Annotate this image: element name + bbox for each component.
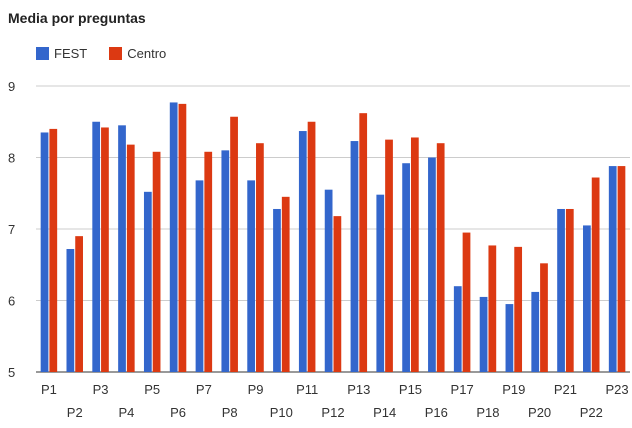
- bar-centro-p3: [101, 127, 109, 372]
- x-tick-label: P23: [606, 382, 629, 397]
- bar-fest-p3: [92, 121, 101, 372]
- bar-fest-p10: [273, 208, 281, 372]
- bar-fest-p21: [557, 208, 565, 372]
- bar-centro-p4: [126, 144, 135, 372]
- x-tick-label: P2: [67, 405, 83, 420]
- bar-centro-p8: [230, 116, 238, 373]
- y-tick-label: 9: [8, 79, 15, 94]
- y-tick-label: 7: [8, 222, 15, 237]
- bar-fest-p22: [583, 225, 591, 372]
- bar-fest-p15: [402, 163, 410, 372]
- bar-fest-p12: [324, 189, 333, 372]
- bar-fest-p20: [531, 291, 540, 372]
- y-tick-label: 6: [8, 294, 15, 309]
- legend: FEST Centro: [36, 46, 188, 61]
- bar-fest-p13: [350, 141, 359, 372]
- bar-centro-p12: [333, 216, 342, 372]
- x-tick-label: P10: [270, 405, 293, 420]
- bar-centro-p19: [514, 246, 523, 372]
- bar-centro-p17: [462, 232, 471, 372]
- bar-centro-p1: [49, 128, 58, 372]
- bar-centro-p15: [410, 137, 419, 372]
- bar-centro-p6: [178, 103, 187, 372]
- x-tick-label: P17: [451, 382, 474, 397]
- bar-fest-p1: [40, 132, 49, 372]
- bar-centro-p5: [152, 151, 161, 372]
- bar-centro-p2: [75, 236, 83, 372]
- x-tick-label: P9: [248, 382, 264, 397]
- bar-fest-p6: [169, 102, 178, 372]
- y-tick-label: 8: [8, 151, 15, 166]
- bar-centro-p22: [591, 177, 600, 372]
- bar-centro-p23: [617, 166, 626, 372]
- x-tick-label: P14: [373, 405, 396, 420]
- x-tick-label: P1: [41, 382, 57, 397]
- bar-centro-p18: [488, 245, 497, 372]
- legend-item-centro: Centro: [109, 46, 166, 61]
- bar-fest-p9: [247, 180, 256, 372]
- x-tick-label: P18: [476, 405, 499, 420]
- x-tick-label: P3: [93, 382, 109, 397]
- bar-fest-p14: [376, 194, 385, 372]
- bar-fest-p19: [505, 304, 514, 372]
- bar-centro-p13: [359, 113, 368, 373]
- legend-label-fest: FEST: [54, 46, 88, 61]
- bar-centro-p14: [385, 139, 393, 372]
- x-tick-label: P21: [554, 382, 577, 397]
- bar-centro-p10: [281, 196, 290, 372]
- bar-fest-p2: [66, 249, 75, 372]
- bar-centro-p21: [565, 208, 574, 372]
- chart-title: Media por preguntas: [8, 10, 146, 26]
- x-tick-label: P7: [196, 382, 212, 397]
- bar-fest-p18: [479, 296, 488, 372]
- bar-centro-p11: [307, 121, 316, 372]
- bar-fest-p4: [118, 125, 126, 372]
- x-tick-label: P8: [222, 405, 238, 420]
- x-tick-label: P22: [580, 405, 603, 420]
- x-tick-label: P15: [399, 382, 422, 397]
- x-tick-label: P6: [170, 405, 186, 420]
- legend-item-fest: FEST: [36, 46, 87, 61]
- bar-centro-p9: [256, 143, 264, 372]
- y-tick-label: 5: [8, 365, 15, 380]
- bar-fest-p23: [608, 166, 617, 372]
- x-tick-label: P20: [528, 405, 551, 420]
- bar-fest-p8: [221, 150, 230, 372]
- bar-centro-p20: [540, 263, 548, 372]
- bar-fest-p16: [428, 157, 436, 372]
- legend-swatch-fest: [36, 47, 49, 60]
- legend-label-centro: Centro: [127, 46, 167, 61]
- legend-swatch-centro: [109, 47, 123, 60]
- bar-centro-p16: [436, 143, 445, 372]
- bar-fest-p7: [195, 180, 204, 372]
- bar-centro-p7: [204, 151, 213, 372]
- x-tick-label: P11: [296, 382, 318, 397]
- x-tick-label: P19: [502, 382, 525, 397]
- x-tick-label: P16: [425, 405, 448, 420]
- x-tick-label: P12: [321, 405, 344, 420]
- x-tick-label: P4: [118, 405, 134, 420]
- bar-fest-p11: [298, 131, 307, 372]
- x-tick-label: P5: [144, 382, 160, 397]
- bar-fest-p17: [453, 286, 462, 372]
- x-tick-label: P13: [347, 382, 370, 397]
- bar-fest-p5: [143, 191, 152, 372]
